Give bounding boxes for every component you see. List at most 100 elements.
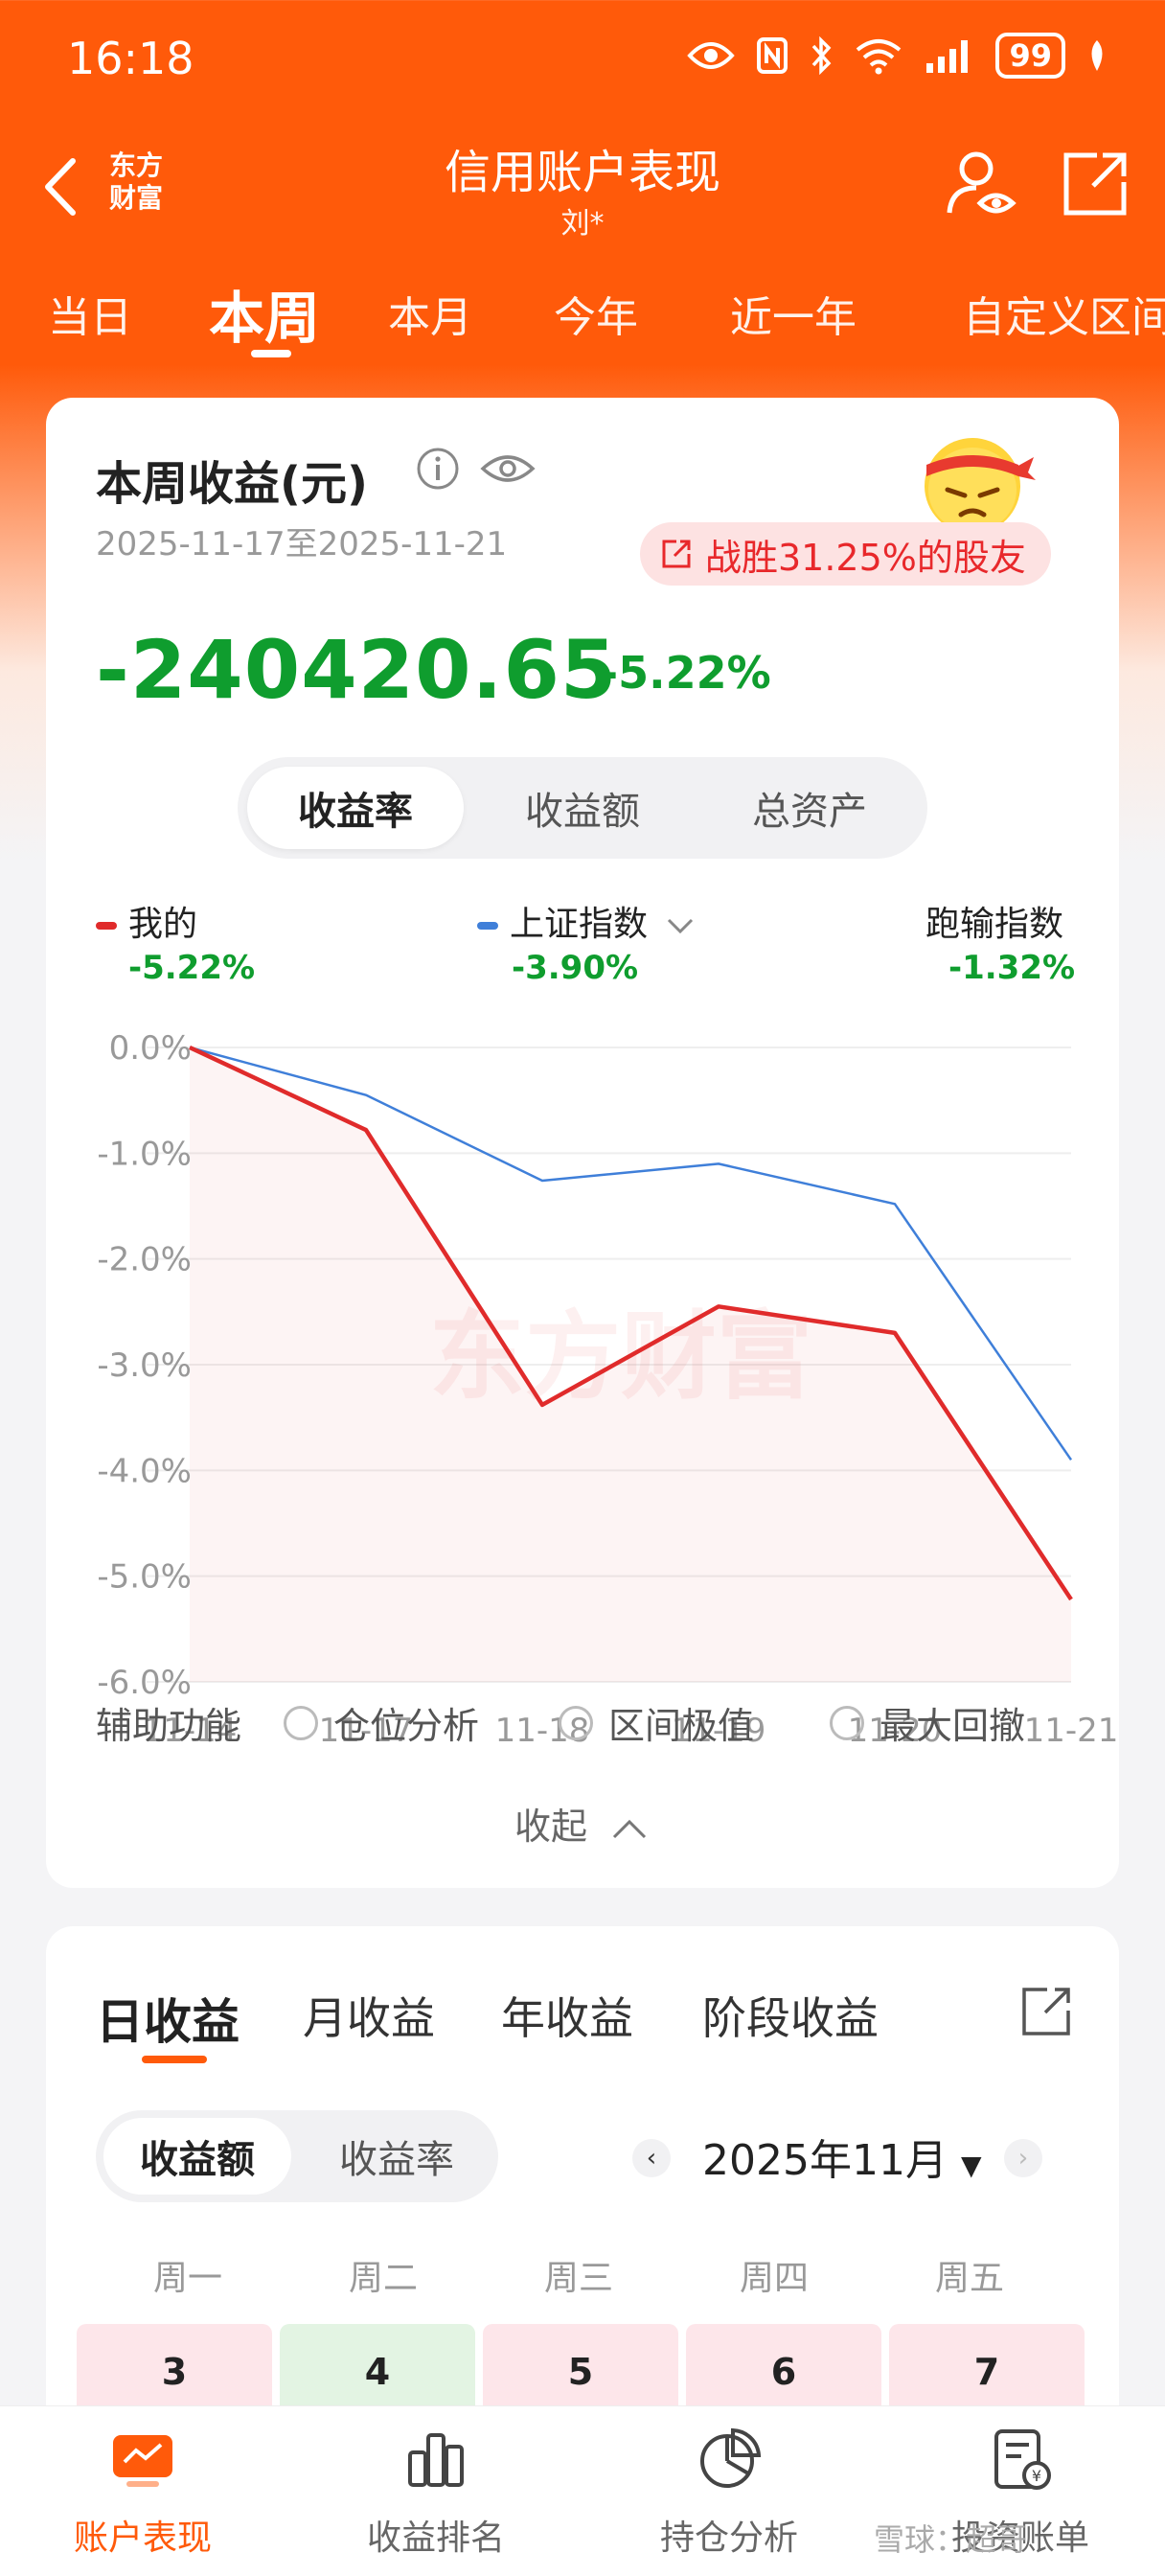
tab-stage-returns[interactable]: 阶段收益	[702, 1992, 879, 2044]
bar-chart-icon	[408, 2433, 464, 2487]
nav-return-ranking[interactable]: 收益排名	[316, 2426, 556, 2560]
account-name: 刘*	[560, 207, 605, 241]
profit-percent: -5.22%	[600, 647, 771, 699]
weekday-mon: 周一	[152, 2259, 222, 2298]
tab-daily-returns[interactable]: 日收益	[96, 1994, 240, 2050]
profit-amount: -240420.65	[96, 623, 618, 717]
y-tick-label: -5.0%	[97, 1558, 192, 1597]
logo-line1: 东方	[108, 150, 163, 181]
legend-underperform-label: 跑输指数	[925, 905, 1064, 944]
radio-position[interactable]	[284, 1705, 318, 1740]
performance-card: 本周收益(元) 2025-11-17至2025-11-21 战胜31.25%的股…	[46, 398, 1119, 1888]
tab-this-year[interactable]: 今年	[554, 293, 638, 342]
legend-mine: 我的	[96, 896, 197, 946]
x-tick-label: 11-21	[1024, 1712, 1119, 1750]
aux-option-drawdown-label: 最大回撤	[879, 1705, 1026, 1747]
status-icons: 99	[687, 33, 1108, 79]
chevron-up-icon	[612, 1819, 647, 1838]
tab-yearly-returns[interactable]: 年收益	[501, 1992, 633, 2044]
nav-label: 持仓分析	[659, 2518, 798, 2558]
legend-underperform-value: -1.32%	[948, 949, 1076, 987]
leaf-icon	[1091, 40, 1103, 71]
legend-mine-value: -5.22%	[128, 949, 256, 987]
seg-rate[interactable]: 收益率	[339, 2138, 454, 2182]
y-tick-label: -1.0%	[97, 1135, 192, 1173]
bottom-navigation: 账户表现 收益排名 持仓分析 ¥ 投资账单	[0, 2405, 1165, 2576]
signal-icon	[926, 40, 969, 73]
returns-tab-indicator	[142, 2056, 207, 2063]
seg-amount[interactable]: 收益额	[103, 2118, 291, 2195]
seg-return-amount[interactable]: 收益额	[525, 790, 640, 834]
next-month-button[interactable]: ›	[1004, 2139, 1042, 2177]
status-bar: 16:18 99	[0, 0, 1165, 115]
weekday-wed: 周三	[543, 2259, 613, 2298]
nfc-icon	[757, 37, 788, 74]
date-range: 2025-11-17至2025-11-21	[96, 525, 508, 564]
nav-label: 投资账单	[950, 2518, 1089, 2558]
return-line-chart: 0.0% -1.0% -2.0% -3.0% -4.0% -5.0% -6.0% 东方财富 11…	[97, 1029, 1119, 1750]
back-arrow-icon[interactable]	[34, 153, 92, 220]
nav-label: 账户表现	[73, 2518, 212, 2558]
legend-index[interactable]: 上证指数	[477, 896, 697, 946]
caret-down-icon: ▼	[960, 2150, 982, 2181]
metric-segmented-control: 收益率 收益额 总资产	[238, 757, 927, 859]
nav-holding-analysis[interactable]: 持仓分析	[609, 2426, 849, 2560]
pie-chart-icon	[700, 2427, 762, 2488]
eye-toggle-icon[interactable]	[479, 446, 537, 492]
tab-this-month[interactable]: 本月	[388, 293, 472, 342]
top-navbar: 东方 财富 信用账户表现 刘*	[0, 125, 1165, 249]
legend-mine-swatch	[96, 922, 117, 930]
aux-option-range-extremes[interactable]: 区间极值	[559, 1696, 754, 1749]
source-watermark: 雪球：超哥	[874, 2521, 1028, 2558]
share-small-icon	[662, 540, 691, 568]
y-tick-label: 0.0%	[109, 1029, 192, 1068]
mine-area-fill	[190, 1047, 1071, 1682]
seg-return-rate[interactable]: 收益率	[247, 767, 464, 849]
bill-icon: ¥	[994, 2429, 1051, 2490]
user-view-icon[interactable]	[944, 146, 1020, 222]
tab-monthly-returns[interactable]: 月收益	[303, 1992, 435, 2044]
legend-mine-label: 我的	[128, 905, 198, 944]
month-selector[interactable]: 2025年11月 ▼	[702, 2126, 982, 2187]
x-tick-label: 11-19	[672, 1712, 766, 1750]
chart-screen-icon	[113, 2435, 172, 2487]
y-tick-label: -2.0%	[97, 1241, 192, 1279]
weekday-tue: 周二	[348, 2259, 418, 2298]
period-tabs: 当日 本周 本月 今年 近一年 自定义区间	[0, 273, 1165, 359]
tab-today[interactable]: 当日	[48, 293, 132, 342]
weekday-thu: 周四	[739, 2259, 809, 2298]
battery-icon: 99	[995, 33, 1065, 79]
aux-option-max-drawdown[interactable]: 最大回撤	[830, 1696, 1025, 1749]
legend-index-swatch	[477, 922, 498, 930]
info-icon[interactable]	[415, 446, 461, 492]
legend-underperform: 跑输指数	[925, 896, 1063, 946]
chevron-left-icon: ‹	[646, 2144, 657, 2173]
nav-label: 收益排名	[366, 2518, 505, 2558]
nav-account-performance[interactable]: 账户表现	[23, 2426, 263, 2560]
status-time: 16:18	[67, 33, 194, 84]
series-line-index	[189, 1046, 1073, 1461]
returns-metric-toggle: 收益额 收益率	[96, 2110, 498, 2202]
bluetooth-icon	[812, 36, 832, 75]
share-icon[interactable]	[1059, 148, 1131, 220]
series-line-mine	[189, 1045, 1073, 1601]
radio-max-drawdown[interactable]	[830, 1705, 864, 1740]
angry-mascot-icon	[925, 438, 1036, 534]
prev-month-button[interactable]: ‹	[632, 2139, 671, 2177]
legend-index-value: -3.90%	[512, 949, 639, 987]
x-tick-label: 11-17	[319, 1712, 414, 1750]
tab-custom-range[interactable]: 自定义区间	[963, 293, 1165, 342]
tab-last-year[interactable]: 近一年	[730, 293, 857, 342]
beat-peers-badge[interactable]: 战胜31.25%的股友	[640, 522, 1051, 586]
performance-title: 本周收益(元)	[96, 457, 368, 511]
seg-total-assets[interactable]: 总资产	[752, 790, 867, 834]
aux-option-position[interactable]: 仓位分析	[284, 1696, 479, 1749]
aux-option-position-label: 仓位分析	[333, 1705, 480, 1747]
radio-range-extremes[interactable]	[559, 1705, 593, 1740]
tab-this-week[interactable]: 本周	[209, 286, 321, 351]
nav-investment-bill[interactable]: ¥ 投资账单	[901, 2426, 1140, 2560]
export-icon[interactable]	[1018, 1984, 1074, 2039]
svg-text:¥: ¥	[1032, 2467, 1041, 2485]
collapse-button[interactable]: 收起	[46, 1797, 1119, 1850]
wifi-icon	[857, 39, 902, 75]
